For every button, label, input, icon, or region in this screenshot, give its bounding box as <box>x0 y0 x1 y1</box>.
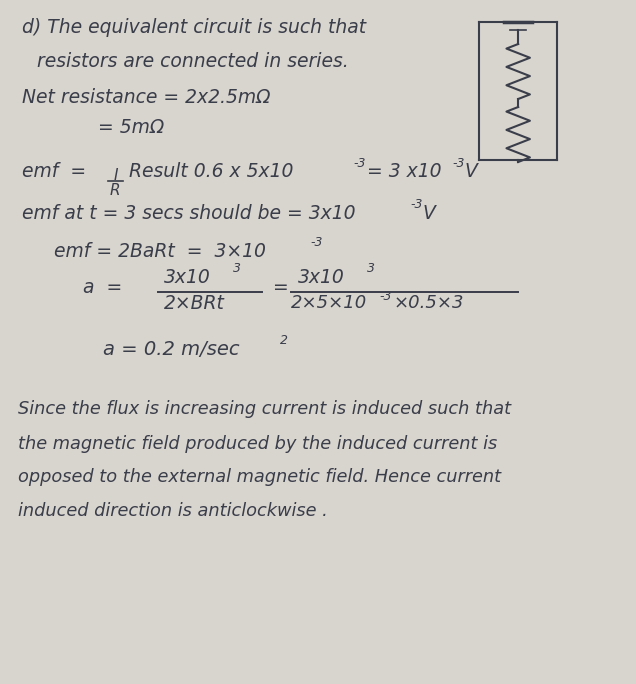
Text: -3: -3 <box>379 290 392 303</box>
Text: emf  =: emf = <box>22 162 86 181</box>
Text: 3: 3 <box>366 262 375 275</box>
Text: induced direction is anticlockwise .: induced direction is anticlockwise . <box>18 502 328 520</box>
Text: -3: -3 <box>453 157 465 170</box>
Text: a = 0.2 m/sec: a = 0.2 m/sec <box>102 340 239 359</box>
Text: 3x10: 3x10 <box>164 268 211 287</box>
Text: 2: 2 <box>280 334 287 347</box>
Text: 2×5×10: 2×5×10 <box>291 294 368 312</box>
Text: -3: -3 <box>411 198 423 211</box>
Text: emf at t = 3 secs should be = 3x10: emf at t = 3 secs should be = 3x10 <box>22 204 355 223</box>
Text: = 5mΩ: = 5mΩ <box>98 118 164 137</box>
Text: I: I <box>113 168 118 183</box>
Text: 3x10: 3x10 <box>298 268 345 287</box>
Text: -3: -3 <box>354 157 366 170</box>
Text: Net resistance = 2x2.5mΩ: Net resistance = 2x2.5mΩ <box>22 88 270 107</box>
Text: opposed to the external magnetic field. Hence current: opposed to the external magnetic field. … <box>18 468 501 486</box>
Text: -3: -3 <box>311 236 324 249</box>
Text: emf = 2BaRt  =  3×10: emf = 2BaRt = 3×10 <box>54 242 266 261</box>
Text: 2×BRt: 2×BRt <box>164 294 225 313</box>
Text: V: V <box>422 204 435 223</box>
Text: =: = <box>272 278 287 297</box>
Text: Since the flux is increasing current is induced such that: Since the flux is increasing current is … <box>18 400 511 418</box>
Text: Result 0.6 x 5x10: Result 0.6 x 5x10 <box>129 162 293 181</box>
Text: V: V <box>464 162 477 181</box>
Text: 3: 3 <box>233 262 240 275</box>
Text: R: R <box>110 183 121 198</box>
Text: the magnetic field produced by the induced current is: the magnetic field produced by the induc… <box>18 435 497 453</box>
Text: a  =: a = <box>83 278 122 297</box>
Text: ×0.5×3: ×0.5×3 <box>393 294 464 312</box>
Text: resistors are connected in series.: resistors are connected in series. <box>37 52 349 71</box>
Text: = 3 x10: = 3 x10 <box>366 162 441 181</box>
Text: d) The equivalent circuit is such that: d) The equivalent circuit is such that <box>22 18 366 37</box>
